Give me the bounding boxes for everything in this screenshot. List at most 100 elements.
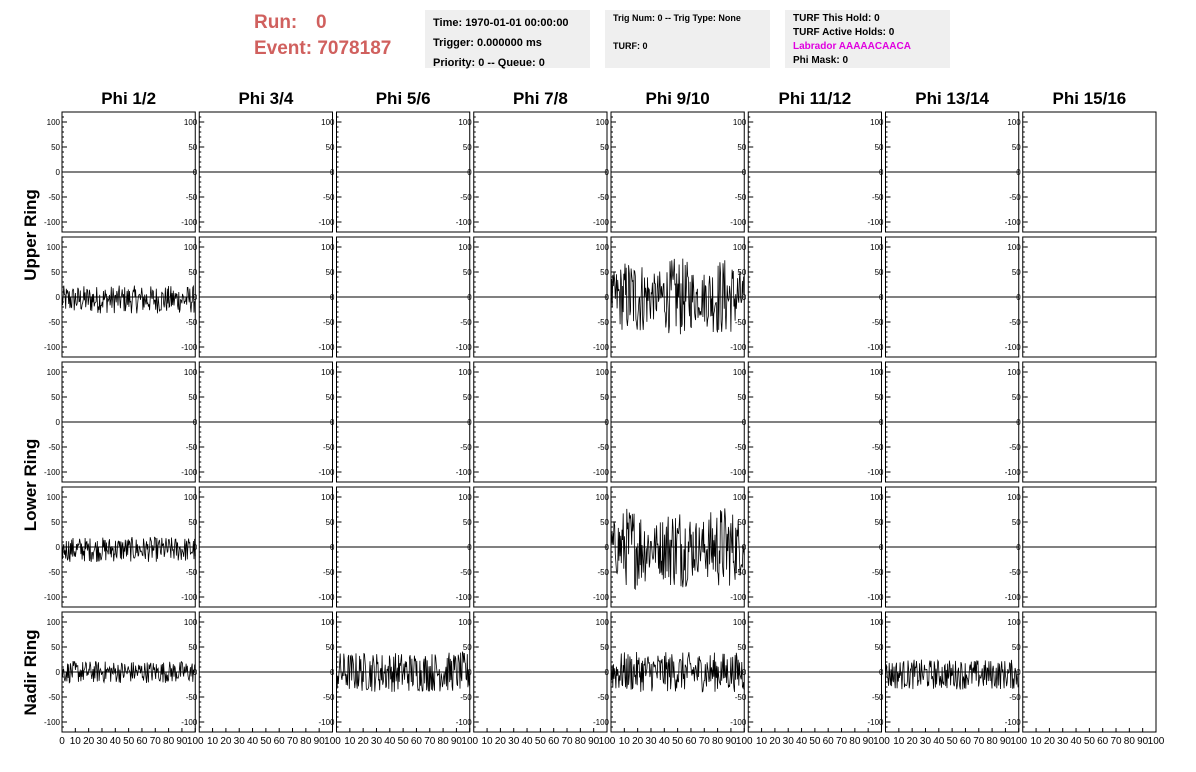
y-tick-label: -100 bbox=[181, 218, 198, 227]
y-tick-label: -50 bbox=[735, 568, 747, 577]
x-tick-label: 10 bbox=[207, 736, 219, 747]
y-tick-label: -100 bbox=[867, 343, 884, 352]
x-tick-label: 20 bbox=[632, 736, 644, 747]
y-tick-label: 100 bbox=[1007, 118, 1021, 127]
y-tick-label: -100 bbox=[181, 343, 198, 352]
y-tick-label: 0 bbox=[56, 168, 61, 177]
y-tick-label: 100 bbox=[47, 243, 61, 252]
turf-active-holds-text: TURF Active Holds: 0 bbox=[793, 27, 895, 38]
y-tick-label: 0 bbox=[1016, 668, 1021, 677]
row-group-title: Upper Ring bbox=[21, 189, 40, 281]
y-tick-label: 50 bbox=[326, 643, 335, 652]
x-tick-label: 90 bbox=[863, 736, 875, 747]
y-tick-label: -100 bbox=[867, 218, 884, 227]
y-tick-label: -50 bbox=[48, 568, 60, 577]
y-tick-label: 100 bbox=[458, 243, 472, 252]
y-tick-label: 0 bbox=[56, 543, 61, 552]
trig-info-box: Trig Num: 0 -- Trig Type: None TURF: 0 bbox=[605, 10, 770, 68]
y-tick-label: 0 bbox=[742, 668, 747, 677]
y-tick-label: 50 bbox=[463, 518, 472, 527]
turf-this-hold-text: TURF This Hold: 0 bbox=[793, 13, 880, 24]
column-title: Phi 3/4 bbox=[238, 89, 293, 108]
y-tick-label: 50 bbox=[51, 143, 60, 152]
x-tick-label: 90 bbox=[588, 736, 600, 747]
y-tick-label: 0 bbox=[605, 168, 610, 177]
y-tick-label: 100 bbox=[596, 493, 610, 502]
y-tick-label: -100 bbox=[318, 718, 335, 727]
x-tick-label: 80 bbox=[300, 736, 312, 747]
y-tick-label: -100 bbox=[44, 593, 61, 602]
y-tick-label: 50 bbox=[600, 393, 609, 402]
waveform-trace bbox=[885, 658, 1020, 690]
column-title: Phi 5/6 bbox=[376, 89, 431, 108]
x-tick-label: 90 bbox=[176, 736, 188, 747]
x-tick-label: 10 bbox=[344, 736, 356, 747]
y-tick-label: -50 bbox=[597, 318, 609, 327]
y-tick-label: -100 bbox=[593, 468, 610, 477]
x-tick-label: 10 bbox=[1031, 736, 1043, 747]
phi-mask-text: Phi Mask: 0 bbox=[793, 55, 849, 66]
y-tick-label: -50 bbox=[1009, 693, 1021, 702]
y-tick-label: -100 bbox=[318, 343, 335, 352]
y-tick-label: 50 bbox=[326, 518, 335, 527]
x-tick-label: 60 bbox=[685, 736, 697, 747]
x-tick-label: 100 bbox=[187, 736, 204, 747]
y-tick-label: 50 bbox=[600, 143, 609, 152]
y-tick-label: 100 bbox=[321, 493, 335, 502]
x-tick-label: 80 bbox=[849, 736, 861, 747]
x-tick-label: 40 bbox=[521, 736, 533, 747]
y-tick-label: -50 bbox=[48, 318, 60, 327]
y-tick-label: -100 bbox=[730, 468, 747, 477]
y-tick-label: -50 bbox=[735, 193, 747, 202]
y-tick-label: 0 bbox=[56, 418, 61, 427]
y-tick-label: 100 bbox=[47, 618, 61, 627]
y-tick-label: 100 bbox=[458, 493, 472, 502]
y-tick-label: -50 bbox=[323, 693, 335, 702]
x-tick-label: 50 bbox=[672, 736, 684, 747]
y-tick-label: 100 bbox=[184, 368, 198, 377]
y-tick-label: -100 bbox=[181, 593, 198, 602]
y-tick-label: -50 bbox=[1009, 193, 1021, 202]
x-tick-label: 60 bbox=[411, 736, 423, 747]
turf-text: TURF: 0 bbox=[613, 41, 648, 51]
y-tick-label: 0 bbox=[742, 293, 747, 302]
y-tick-label: 100 bbox=[870, 368, 884, 377]
y-tick-label: -100 bbox=[867, 468, 884, 477]
y-tick-label: 50 bbox=[463, 143, 472, 152]
event-header: Run: 0 Event: 7078187 Time: 1970-01-01 00… bbox=[0, 0, 1196, 80]
y-tick-label: 100 bbox=[458, 118, 472, 127]
y-tick-label: -50 bbox=[872, 568, 884, 577]
y-tick-label: -100 bbox=[181, 718, 198, 727]
y-tick-label: 0 bbox=[1016, 543, 1021, 552]
y-tick-label: 50 bbox=[1012, 268, 1021, 277]
y-tick-label: 0 bbox=[330, 168, 335, 177]
column-title: Phi 1/2 bbox=[101, 89, 156, 108]
y-tick-label: -50 bbox=[48, 443, 60, 452]
run-value: 0 bbox=[316, 12, 327, 33]
x-tick-label: 30 bbox=[783, 736, 795, 747]
x-tick-label: 100 bbox=[1148, 736, 1165, 747]
y-tick-label: 100 bbox=[733, 118, 747, 127]
y-tick-label: 50 bbox=[51, 518, 60, 527]
x-tick-label: 60 bbox=[548, 736, 560, 747]
column-title: Phi 7/8 bbox=[513, 89, 568, 108]
y-tick-label: 100 bbox=[458, 618, 472, 627]
x-tick-label: 20 bbox=[907, 736, 919, 747]
y-tick-label: 50 bbox=[1012, 518, 1021, 527]
x-tick-label: 90 bbox=[1137, 736, 1149, 747]
y-tick-label: 100 bbox=[47, 368, 61, 377]
y-tick-label: 0 bbox=[56, 668, 61, 677]
y-tick-label: -100 bbox=[456, 718, 473, 727]
y-tick-label: 50 bbox=[326, 393, 335, 402]
y-tick-label: -100 bbox=[593, 593, 610, 602]
y-tick-label: 100 bbox=[321, 368, 335, 377]
x-tick-label: 70 bbox=[836, 736, 848, 747]
y-tick-label: 0 bbox=[330, 418, 335, 427]
row-group-title: Lower Ring bbox=[21, 439, 40, 532]
y-tick-label: -100 bbox=[181, 468, 198, 477]
x-tick-label: 30 bbox=[371, 736, 383, 747]
x-tick-label: 70 bbox=[424, 736, 436, 747]
y-tick-label: -100 bbox=[456, 468, 473, 477]
y-tick-label: 100 bbox=[458, 368, 472, 377]
y-tick-label: -100 bbox=[730, 218, 747, 227]
